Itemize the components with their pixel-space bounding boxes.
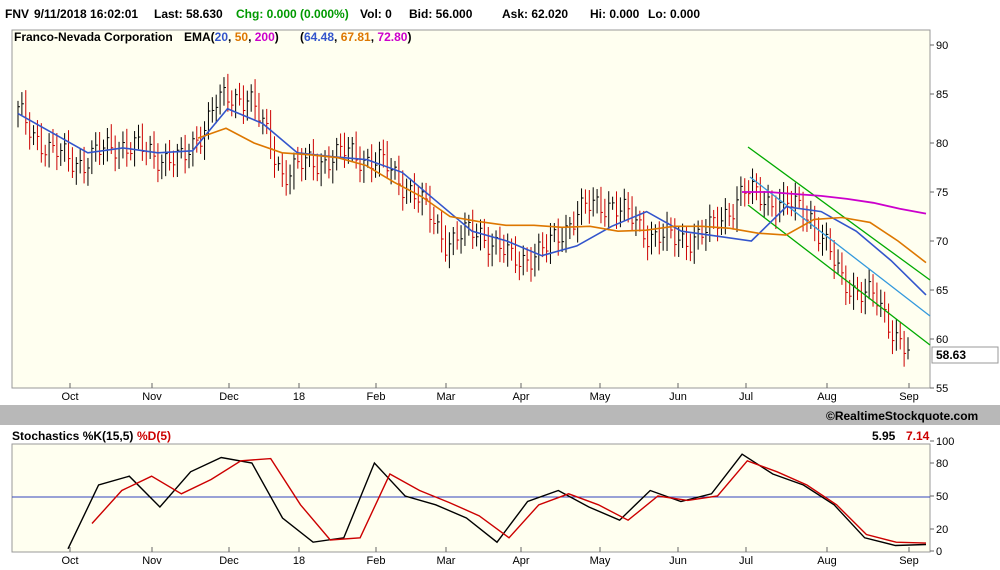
price-x-tick-label: 18 — [293, 391, 305, 403]
quote-header: FNV 9/11/2018 16:02:01 Last: 58.630 Chg:… — [0, 0, 1000, 28]
stoch-x-axis: Oct Nov Dec 18 Feb Mar Apr May Jun Jul Aug Sep — [61, 547, 919, 567]
stoch-k-value: 5.95 — [872, 429, 896, 443]
price-x-tick-label: Oct — [61, 391, 78, 403]
stoch-y-axis: 0 20 50 80 100 — [930, 436, 954, 558]
mid-channel-line — [749, 176, 931, 317]
stoch-x-tick-label: Oct — [61, 555, 78, 567]
stoch-x-tick-label: Sep — [899, 555, 919, 567]
company-name: Franco-Nevada Corporation — [14, 30, 173, 44]
stoch-y-tick-label: 20 — [936, 524, 948, 536]
stoch-title: Stochastics %K(15,5) — [12, 429, 133, 443]
price-panel — [11, 29, 931, 389]
upper-channel-line — [747, 146, 931, 281]
stoch-x-tick-label: Nov — [142, 555, 162, 567]
ohlc-bars — [17, 73, 910, 367]
volume: Vol: 0 — [360, 7, 392, 21]
stoch-y-tick-label: 50 — [936, 491, 948, 503]
price-x-tick-label: Aug — [817, 391, 837, 403]
panel-separator — [0, 405, 1000, 425]
last-price-tag — [931, 346, 999, 364]
stoch-x-tick-label: Jun — [669, 555, 687, 567]
stoch-d-label: %D(5) — [137, 429, 171, 443]
price-x-tick-label: Dec — [219, 391, 239, 403]
price-x-tick-label: Jul — [739, 391, 753, 403]
ema20-line — [17, 107, 927, 296]
ema-label: EMA( — [184, 30, 215, 44]
ema-period-20: 20 — [215, 30, 229, 44]
stoch-y-tick-label: 80 — [936, 458, 948, 470]
price-x-tick-label: Feb — [367, 391, 386, 403]
price-y-tick-label: 80 — [936, 138, 948, 150]
stoch-x-tick-label: Apr — [512, 555, 529, 567]
price-y-tick-label: 90 — [936, 40, 948, 52]
price-x-tick-label: Mar — [437, 391, 456, 403]
change-value: Chg: 0.000 (0.000%) — [236, 7, 349, 21]
ema-value-20: 64.48 — [304, 30, 334, 44]
watermark: ©RealtimeStockquote.com — [826, 409, 978, 423]
price-y-tick-label: 70 — [936, 236, 948, 248]
price-y-tick-label: 75 — [936, 187, 948, 199]
price-y-axis: 55 60 65 70 75 80 85 90 — [930, 40, 948, 395]
stoch-x-tick-label: May — [590, 555, 611, 567]
stoch-x-tick-label: 18 — [293, 555, 305, 567]
price-y-tick-label: 60 — [936, 334, 948, 346]
lower-channel-line — [747, 204, 931, 346]
stoch-x-tick-label: Jul — [739, 555, 753, 567]
price-y-tick-label: 85 — [936, 89, 948, 101]
ema-value-50: 67.81 — [341, 30, 371, 44]
stoch-k-line — [67, 453, 927, 550]
quote-datetime: 9/11/2018 16:02:01 — [34, 7, 139, 21]
ema-values: (64.48, 67.81, 72.80) — [300, 30, 411, 44]
ema50-line — [197, 127, 927, 264]
ema-legend: EMA(20, 50, 200) — [184, 30, 279, 44]
ema200-line — [742, 191, 927, 215]
ema-period-50: 50 — [235, 30, 249, 44]
stoch-x-tick-label: Mar — [437, 555, 456, 567]
price-x-tick-label: Jun — [669, 391, 687, 403]
price-y-tick-label: 55 — [936, 383, 948, 395]
ema-value-200: 72.80 — [377, 30, 407, 44]
price-x-tick-label: Nov — [142, 391, 162, 403]
low-price: Lo: 0.000 — [648, 7, 701, 21]
high-price: Hi: 0.000 — [590, 7, 640, 21]
price-x-tick-label: Apr — [512, 391, 529, 403]
bid-price: Bid: 56.000 — [409, 7, 473, 21]
last-price-tag-label: 58.63 — [936, 348, 966, 362]
price-x-axis: Oct Nov Dec 18 Feb Mar Apr May Jun Jul Aug Sep — [61, 383, 919, 403]
price-x-tick-label: Sep — [899, 391, 919, 403]
symbol: FNV — [5, 7, 29, 21]
price-x-tick-label: May — [590, 391, 611, 403]
ask-price: Ask: 62.020 — [502, 7, 569, 21]
stoch-y-tick-label: 100 — [936, 436, 954, 448]
stoch-d-line — [91, 457, 927, 544]
ema-period-200: 200 — [255, 30, 275, 44]
price-y-tick-label: 65 — [936, 285, 948, 297]
stoch-x-tick-label: Aug — [817, 555, 837, 567]
stoch-x-tick-label: Dec — [219, 555, 239, 567]
stoch-d-value: 7.14 — [906, 429, 930, 443]
last-price: Last: 58.630 — [154, 7, 223, 21]
stoch-panel — [11, 443, 931, 553]
stoch-x-tick-label: Feb — [367, 555, 386, 567]
stoch-y-tick-label: 0 — [936, 546, 942, 558]
